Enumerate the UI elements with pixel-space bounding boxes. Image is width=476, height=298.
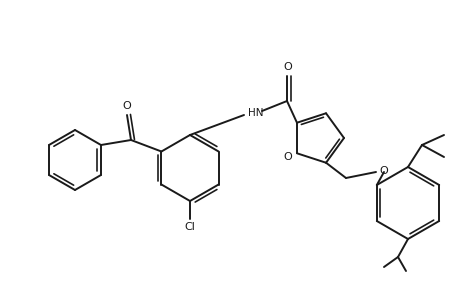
Text: O: O: [283, 152, 292, 162]
Text: O: O: [379, 166, 388, 176]
Text: O: O: [284, 62, 292, 72]
Text: Cl: Cl: [185, 222, 196, 232]
Text: HN: HN: [248, 108, 264, 118]
Text: O: O: [123, 101, 131, 111]
